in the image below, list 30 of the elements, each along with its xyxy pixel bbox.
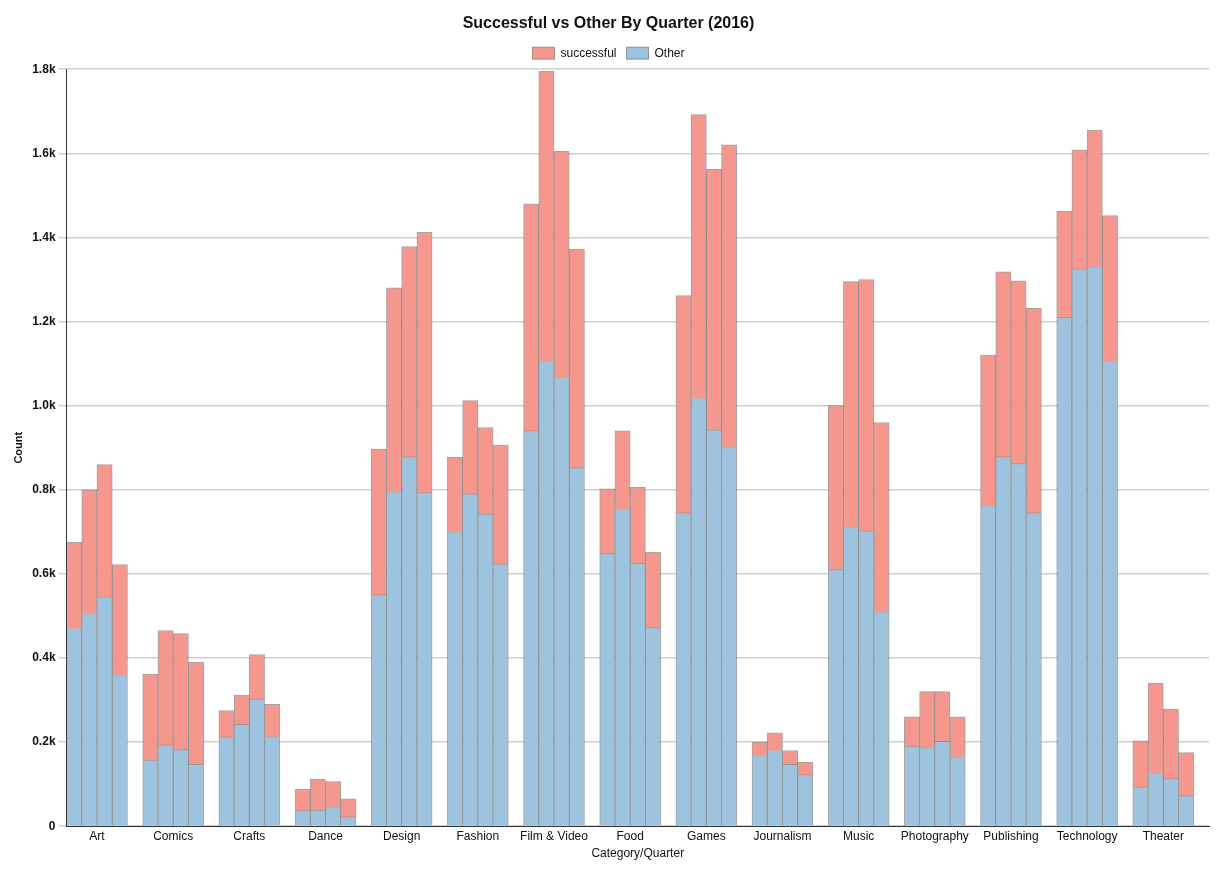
y-tick-label: 0.6k: [32, 566, 56, 581]
x-tick-label: Crafts: [233, 828, 266, 843]
x-tick-label: Games: [686, 828, 726, 843]
chart-title: Successful vs Other By Quarter (2016): [462, 14, 755, 32]
y-tick-label: 0.2k: [32, 734, 56, 749]
x-tick-label: Design: [382, 828, 421, 843]
x-tick-label: Food: [616, 828, 644, 843]
legend-label: successful: [560, 45, 617, 60]
y-tick-label: 0.8k: [32, 482, 56, 497]
x-tick-label: Art: [89, 828, 106, 843]
x-tick-label: Fashion: [456, 828, 500, 843]
x-axis-title: Category/Quarter: [591, 846, 685, 861]
x-tick-label: Theater: [1142, 828, 1184, 843]
y-tick-label: 1.6k: [32, 145, 56, 160]
y-tick-label: 1.0k: [32, 397, 56, 412]
y-tick-label: 1.8k: [32, 61, 56, 76]
x-tick-label: Dance: [308, 828, 344, 843]
x-tick-label: Music: [842, 828, 875, 843]
x-tick-label: Comics: [153, 828, 194, 843]
x-tick-label: Technology: [1056, 828, 1118, 843]
x-tick-label: Film & Video: [520, 828, 589, 843]
y-axis-title: Count: [11, 431, 24, 464]
y-tick-label: 1.2k: [32, 313, 56, 328]
x-tick-label: Journalism: [753, 828, 812, 843]
x-tick-label: Photography: [900, 828, 969, 843]
legend-label: Other: [654, 45, 685, 60]
x-tick-label: Publishing: [983, 828, 1039, 843]
y-tick-label: 0.4k: [32, 650, 56, 665]
y-tick-label: 0: [48, 818, 56, 833]
y-tick-label: 1.4k: [32, 229, 56, 244]
